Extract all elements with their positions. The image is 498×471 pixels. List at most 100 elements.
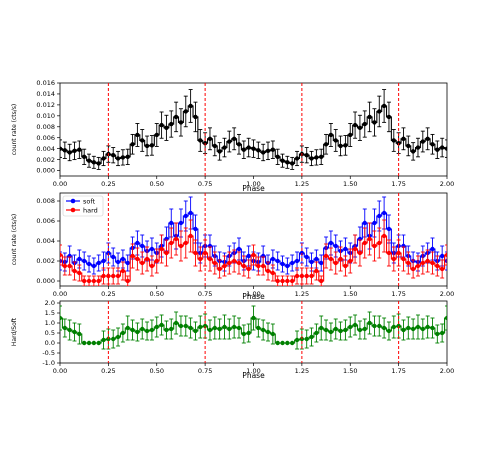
soft-point <box>120 256 126 262</box>
series-point <box>328 132 334 138</box>
series-point <box>236 325 242 331</box>
soft-point <box>294 258 300 264</box>
series-point <box>343 327 348 333</box>
soft-point <box>343 246 348 252</box>
soft-point <box>444 258 447 264</box>
x-tick-label: 2.00 <box>440 367 454 375</box>
hard-point <box>130 253 135 259</box>
series-point <box>188 325 193 331</box>
series-point <box>444 146 447 151</box>
series-point <box>265 329 271 335</box>
series-point <box>91 160 97 165</box>
panel-soft-hard: 0.00 0.25 0.50 0.75 1.00 1.25 1.50 1.75 2.00 0.0… <box>11 192 454 301</box>
series-point <box>410 149 416 154</box>
hard-point <box>173 236 179 242</box>
hard-point <box>420 260 426 266</box>
panel-count-rate-xticks: 0.00 0.25 0.50 0.75 1.00 1.25 1.50 1.75 2.00 <box>53 176 454 188</box>
series-point <box>406 143 411 149</box>
legend-hard-label: hard <box>83 207 98 215</box>
hard-point <box>217 266 222 272</box>
series-point <box>294 156 300 161</box>
x-tick-label: 1.00 <box>246 367 260 375</box>
series-point <box>173 114 179 120</box>
hard-point <box>309 273 314 279</box>
hard-point <box>415 263 421 269</box>
legend-soft-marker <box>66 198 80 204</box>
hard-point <box>323 253 329 259</box>
panel-count-rate: 0.00 0.25 0.50 0.75 1.00 1.25 1.50 1.75 2.00 0.0… <box>11 79 454 193</box>
hard-point <box>231 258 237 264</box>
series-point <box>135 132 140 138</box>
series-point <box>401 136 406 141</box>
hard-point <box>265 268 271 274</box>
soft-point <box>188 210 193 216</box>
series-point <box>323 142 329 147</box>
soft-point <box>77 256 82 262</box>
hard-point <box>260 263 266 269</box>
series-point <box>81 340 87 346</box>
series-point <box>246 145 251 150</box>
x-tick-label: 0.50 <box>150 367 164 375</box>
series-point <box>314 330 319 336</box>
series-point <box>386 114 392 120</box>
soft-point <box>149 246 155 252</box>
hard-point <box>140 260 145 266</box>
series-point <box>410 326 416 332</box>
hard-point <box>348 258 353 264</box>
soft-point <box>319 260 324 266</box>
series-point <box>290 161 295 166</box>
series-point <box>120 330 126 336</box>
hard-point <box>381 233 387 239</box>
panel-count-rate-plot <box>60 83 447 176</box>
y-tick-label: -0.5 <box>42 349 55 357</box>
series-point <box>140 326 145 332</box>
panel-count-rate-xlabel: Phase <box>242 184 265 193</box>
series-point <box>270 331 276 337</box>
soft-point <box>372 220 377 226</box>
series-point <box>91 340 97 346</box>
hard-point <box>343 263 348 269</box>
series-point <box>183 109 188 114</box>
x-tick-label: 2.00 <box>440 290 454 298</box>
series-point <box>164 327 169 333</box>
soft-point <box>439 253 445 259</box>
hard-point <box>357 250 363 256</box>
hard-point <box>188 233 193 239</box>
series-point <box>425 324 430 330</box>
series-point <box>231 136 237 141</box>
soft-point <box>183 213 188 219</box>
hard-point <box>280 278 285 284</box>
soft-point <box>280 261 285 267</box>
series-point <box>144 143 150 149</box>
hard-point <box>96 278 101 284</box>
plot-layer <box>60 89 447 170</box>
series-point <box>154 324 159 330</box>
series-point <box>159 322 164 328</box>
series-point <box>140 138 145 143</box>
hard-point <box>193 250 198 256</box>
soft-point <box>86 261 92 267</box>
x-tick-label: 0.50 <box>150 290 164 298</box>
series-point <box>96 340 101 346</box>
series-point <box>304 336 309 342</box>
series-point <box>130 142 135 147</box>
series-point <box>265 148 271 154</box>
hard-point <box>444 252 447 258</box>
series-point <box>275 340 280 346</box>
series-point <box>111 153 116 158</box>
y-tick-label: 2.0 <box>45 299 55 307</box>
hard-point <box>60 252 63 258</box>
series-point <box>115 156 121 161</box>
hard-point <box>212 260 217 266</box>
series-point <box>173 320 179 326</box>
series-point <box>96 161 101 166</box>
series-point <box>149 327 155 333</box>
y-tick-label: 0.002 <box>36 257 55 265</box>
series-point <box>125 325 130 331</box>
hard-point <box>72 268 77 274</box>
hard-point <box>91 278 97 284</box>
series-point <box>241 147 247 152</box>
series-point <box>227 326 232 332</box>
series-point <box>304 153 309 158</box>
soft-point <box>115 259 121 265</box>
